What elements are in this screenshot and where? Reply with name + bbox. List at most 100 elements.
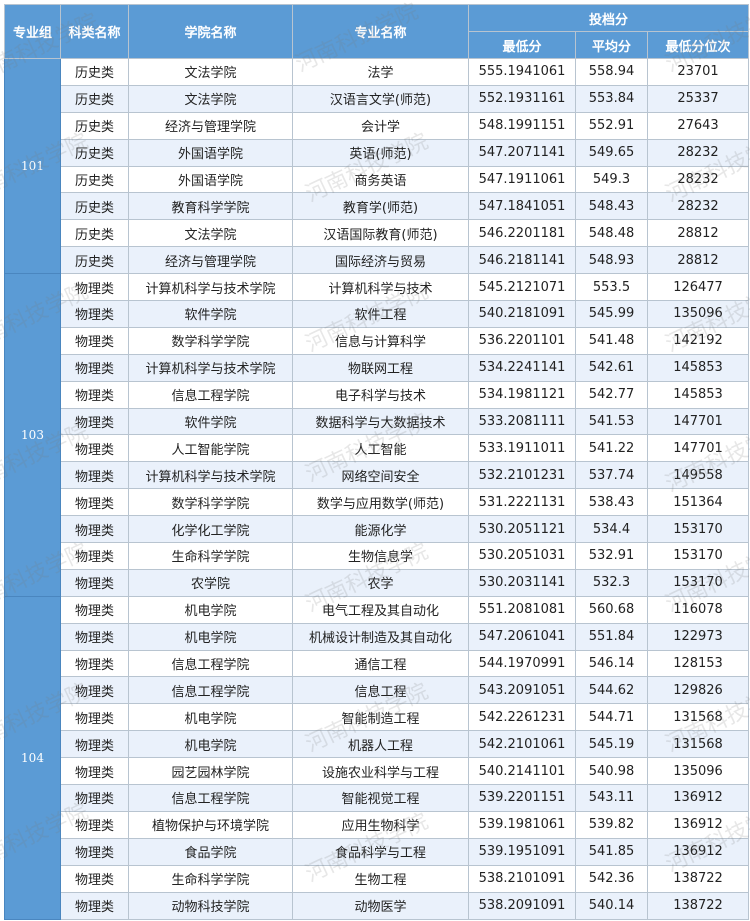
admission-score-table: 专业组 科类名称 学院名称 专业名称 投档分 最低分 平均分 最低分位次 101… [4, 4, 750, 920]
avg-score-cell: 545.99 [575, 300, 648, 328]
college-cell: 文法学院 [128, 84, 293, 113]
table-row: 物理类 信息工程学院 信息工程 543.2091051 544.62 129826 [5, 676, 750, 705]
avg-score-cell: 553.5 [575, 273, 648, 302]
college-cell: 人工智能学院 [128, 434, 293, 463]
min-rank-cell: 27643 [646, 111, 750, 140]
avg-score-cell: 541.85 [575, 837, 648, 866]
college-cell: 机电学院 [128, 595, 293, 624]
category-cell: 物理类 [60, 542, 129, 570]
header-college: 学院名称 [128, 4, 293, 59]
category-cell: 物理类 [60, 380, 129, 409]
table-row: 物理类 食品学院 食品科学与工程 539.1951091 541.85 136912 [5, 837, 750, 866]
min-rank-cell: 129826 [646, 676, 750, 705]
avg-score-cell: 542.36 [575, 864, 648, 893]
major-cell: 教育学(师范) [292, 192, 469, 221]
avg-score-cell: 542.77 [575, 380, 648, 409]
avg-score-cell: 537.74 [575, 461, 648, 490]
college-cell: 园艺园林学院 [128, 757, 293, 786]
min-rank-cell: 131568 [646, 703, 750, 732]
college-cell: 化学化工学院 [128, 515, 293, 544]
avg-score-cell: 542.61 [575, 353, 648, 382]
table-row: 物理类 农学院 农学 530.2031141 532.3 153170 [5, 568, 750, 597]
group-cell: 104 [4, 595, 61, 920]
college-cell: 植物保护与环境学院 [128, 810, 293, 839]
min-score-cell: 533.2081111 [468, 407, 576, 436]
college-cell: 教育科学学院 [128, 192, 293, 221]
table-row: 物理类 数学科学学院 数学与应用数学(师范) 531.2221131 538.43 151… [5, 488, 750, 517]
min-score-cell: 533.1911011 [468, 434, 576, 463]
major-cell: 能源化学 [292, 515, 469, 544]
major-cell: 网络空间安全 [292, 461, 469, 490]
major-cell: 智能视觉工程 [292, 784, 469, 812]
category-cell: 物理类 [60, 864, 129, 893]
min-score-cell: 543.2091051 [468, 676, 576, 705]
table-row: 物理类 生命科学学院 生物信息学 530.2051031 532.91 153170 [5, 542, 750, 570]
min-score-cell: 546.2201181 [468, 219, 576, 248]
min-rank-cell: 149558 [646, 461, 750, 490]
avg-score-cell: 538.43 [575, 488, 648, 517]
category-cell: 物理类 [60, 784, 129, 812]
college-cell: 食品学院 [128, 837, 293, 866]
min-score-cell: 532.2101231 [468, 461, 576, 490]
table-row: 历史类 经济与管理学院 会计学 548.1991151 552.91 27643 [5, 111, 750, 140]
table-row: 物理类 化学化工学院 能源化学 530.2051121 534.4 153170 [5, 515, 750, 544]
min-rank-cell: 147701 [646, 407, 750, 436]
min-rank-cell: 136912 [646, 837, 750, 866]
category-cell: 物理类 [60, 273, 129, 302]
table-row: 物理类 信息工程学院 通信工程 544.1970991 546.14 128153 [5, 649, 750, 678]
avg-score-cell: 546.14 [575, 649, 648, 678]
min-rank-cell: 128153 [646, 649, 750, 678]
min-rank-cell: 151364 [646, 488, 750, 517]
min-score-cell: 546.2181141 [468, 246, 576, 275]
college-cell: 文法学院 [128, 58, 293, 86]
category-cell: 物理类 [60, 407, 129, 436]
min-score-cell: 547.1911061 [468, 165, 576, 194]
min-score-cell: 536.2201101 [468, 326, 576, 355]
major-cell: 会计学 [292, 111, 469, 140]
table-row: 物理类 人工智能学院 人工智能 533.1911011 541.22 147701 [5, 434, 750, 463]
college-cell: 信息工程学院 [128, 784, 293, 812]
min-rank-cell: 153170 [646, 542, 750, 570]
major-cell: 数据科学与大数据技术 [292, 407, 469, 436]
min-rank-cell: 122973 [646, 622, 750, 651]
group-cell: 103 [4, 273, 61, 597]
avg-score-cell: 560.68 [575, 595, 648, 624]
category-cell: 物理类 [60, 515, 129, 544]
min-rank-cell: 28232 [646, 192, 750, 221]
min-score-cell: 547.2061041 [468, 622, 576, 651]
category-cell: 物理类 [60, 837, 129, 866]
college-cell: 计算机科学与技术学院 [128, 353, 293, 382]
category-cell: 物理类 [60, 488, 129, 517]
college-cell: 软件学院 [128, 407, 293, 436]
category-cell: 历史类 [60, 111, 129, 140]
min-score-cell: 544.1970991 [468, 649, 576, 678]
min-rank-cell: 28232 [646, 165, 750, 194]
table-row: 物理类 植物保护与环境学院 应用生物科学 539.1981061 539.82 13691… [5, 810, 750, 839]
table-row: 103 物理类 计算机科学与技术学院 计算机科学与技术 545.2121071 553.5… [4, 273, 750, 597]
category-cell: 物理类 [60, 568, 129, 597]
avg-score-cell: 539.82 [575, 810, 648, 839]
table-row: 历史类 外国语学院 商务英语 547.1911061 549.3 28232 [5, 165, 750, 194]
college-cell: 动物科技学院 [128, 891, 293, 920]
major-cell: 电气工程及其自动化 [292, 595, 469, 624]
table-row: 物理类 信息工程学院 电子科学与技术 534.1981121 542.77 145853 [5, 380, 750, 409]
min-rank-cell: 153170 [646, 515, 750, 544]
min-score-cell: 538.2091091 [468, 891, 576, 920]
min-score-cell: 547.1841051 [468, 192, 576, 221]
min-rank-cell: 28232 [646, 138, 750, 167]
header-category: 科类名称 [60, 4, 129, 59]
avg-score-cell: 549.3 [575, 165, 648, 194]
min-score-cell: 547.2071141 [468, 138, 576, 167]
college-cell: 经济与管理学院 [128, 111, 293, 140]
category-cell: 物理类 [60, 595, 129, 624]
major-cell: 汉语言文学(师范) [292, 84, 469, 113]
table-row: 物理类 计算机科学与技术学院 物联网工程 534.2241141 542.61 14585… [5, 353, 750, 382]
table-row: 历史类 文法学院 汉语言文学(师范) 552.1931161 553.84 25337 [5, 84, 750, 113]
min-score-cell: 540.2181091 [468, 300, 576, 328]
major-cell: 生物信息学 [292, 542, 469, 570]
college-cell: 外国语学院 [128, 165, 293, 194]
header-avg-score: 平均分 [575, 31, 648, 59]
category-cell: 物理类 [60, 649, 129, 678]
min-rank-cell: 142192 [646, 326, 750, 355]
category-cell: 历史类 [60, 84, 129, 113]
